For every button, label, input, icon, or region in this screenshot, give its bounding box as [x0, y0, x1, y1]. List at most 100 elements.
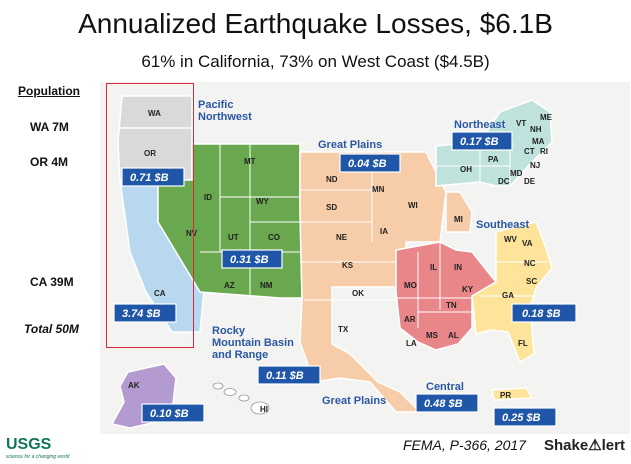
svg-text:AZ: AZ — [224, 281, 235, 290]
svg-text:MS: MS — [426, 331, 439, 340]
svg-text:CO: CO — [268, 233, 280, 242]
svg-text:MO: MO — [404, 281, 417, 290]
region-southeast — [471, 221, 553, 364]
value-box-northeast: 0.17 $B — [451, 131, 513, 151]
svg-text:ME: ME — [540, 113, 553, 122]
svg-text:FL: FL — [518, 339, 528, 348]
svg-text:0.25 $B: 0.25 $B — [502, 412, 541, 424]
svg-text:CT: CT — [524, 147, 535, 156]
svg-text:NH: NH — [530, 125, 542, 134]
svg-text:ND: ND — [326, 175, 338, 184]
region-label-northeast: Northeast — [454, 119, 506, 131]
svg-text:TX: TX — [338, 325, 349, 334]
svg-text:KS: KS — [342, 261, 354, 270]
region-label-pacific-nw-2: Northwest — [198, 111, 252, 123]
value-box-rocky: 0.31 $B — [221, 249, 283, 269]
svg-text:AL: AL — [448, 331, 459, 340]
svg-text:0.71 $B: 0.71 $B — [130, 172, 169, 184]
value-box-hawaii: 0.11 $B — [257, 365, 321, 385]
svg-text:PA: PA — [488, 155, 499, 164]
value-box-california: 3.74 $B — [113, 303, 177, 323]
svg-text:DC: DC — [498, 177, 510, 186]
population-wa: WA 7M — [30, 120, 69, 134]
usgs-tagline: science for a changing world — [6, 454, 70, 460]
region-label-great-plains-south: Great Plains — [322, 395, 386, 407]
region-central — [395, 241, 498, 351]
svg-text:0.11 $B: 0.11 $B — [266, 370, 304, 382]
region-label-rocky-3: and Range — [212, 349, 268, 361]
svg-text:UT: UT — [228, 233, 239, 242]
page-title: Annualized Earthquake Losses, $6.1B — [78, 8, 553, 39]
svg-text:MN: MN — [372, 185, 385, 194]
svg-text:AK: AK — [128, 381, 140, 390]
svg-text:SC: SC — [526, 277, 537, 286]
region-label-rocky-2: Mountain Basin — [212, 337, 294, 349]
usgs-logo: USGS — [6, 436, 52, 453]
svg-text:IN: IN — [454, 263, 462, 272]
svg-text:NM: NM — [260, 281, 273, 290]
svg-text:AR: AR — [404, 315, 416, 324]
source-citation: FEMA, P-366, 2017 — [403, 437, 526, 453]
svg-text:KY: KY — [462, 285, 474, 294]
svg-text:NJ: NJ — [530, 161, 540, 170]
us-region-map: Pacific Northwest Great Plains Northeast… — [100, 82, 630, 434]
svg-text:3.74 $B: 3.74 $B — [122, 308, 161, 320]
svg-text:VA: VA — [522, 239, 533, 248]
svg-text:IL: IL — [430, 263, 437, 272]
svg-text:GA: GA — [502, 291, 514, 300]
svg-text:ID: ID — [204, 193, 212, 202]
value-box-central: 0.48 $B — [415, 393, 479, 413]
svg-text:TN: TN — [446, 301, 457, 310]
page-subtitle: 61% in California, 73% on West Coast ($4… — [141, 52, 490, 71]
svg-text:0.18 $B: 0.18 $B — [522, 308, 561, 320]
region-hawaii — [212, 382, 270, 415]
svg-text:WV: WV — [504, 235, 518, 244]
svg-text:NE: NE — [336, 233, 348, 242]
state-labels: WA OR CA ID NV MT WY UT CO AZ NM ND SD N… — [128, 109, 553, 414]
value-box-puerto-rico: 0.25 $B — [493, 407, 557, 427]
value-box-alaska: 0.10 $B — [141, 403, 205, 423]
svg-text:NV: NV — [186, 229, 198, 238]
svg-text:MD: MD — [510, 169, 523, 178]
value-box-pacific-nw: 0.71 $B — [121, 167, 185, 187]
region-label-great-plains-north: Great Plains — [318, 139, 382, 151]
svg-text:0.31 $B: 0.31 $B — [230, 254, 269, 266]
svg-text:OH: OH — [460, 165, 472, 174]
svg-text:0.04 $B: 0.04 $B — [348, 158, 387, 170]
svg-text:VT: VT — [516, 119, 526, 128]
svg-text:WY: WY — [256, 197, 270, 206]
population-ca: CA 39M — [30, 275, 74, 289]
region-puerto-rico — [491, 387, 534, 401]
population-or: OR 4M — [30, 155, 69, 169]
svg-text:WI: WI — [408, 201, 418, 210]
svg-text:0.17 $B: 0.17 $B — [460, 136, 499, 148]
svg-text:0.10 $B: 0.10 $B — [150, 408, 189, 420]
region-label-rocky-1: Rocky — [212, 325, 246, 337]
west-coast-highlight-box — [106, 83, 194, 348]
region-label-southeast: Southeast — [476, 219, 530, 231]
svg-text:LA: LA — [406, 339, 417, 348]
svg-text:PR: PR — [500, 391, 511, 400]
svg-text:RI: RI — [540, 147, 548, 156]
svg-text:MI: MI — [454, 215, 463, 224]
svg-text:OR: OR — [144, 149, 156, 158]
svg-text:CA: CA — [154, 289, 166, 298]
svg-text:WA: WA — [148, 109, 161, 118]
region-label-central: Central — [426, 381, 464, 393]
svg-text:IA: IA — [380, 227, 388, 236]
svg-text:MA: MA — [532, 137, 545, 146]
value-box-southeast: 0.18 $B — [511, 303, 577, 323]
value-box-great-plains: 0.04 $B — [339, 153, 401, 173]
svg-text:MT: MT — [244, 157, 256, 166]
svg-text:DE: DE — [524, 177, 536, 186]
region-label-pacific-nw-1: Pacific — [198, 99, 233, 111]
svg-text:SD: SD — [326, 203, 337, 212]
svg-text:OK: OK — [352, 289, 364, 298]
region-great-plains — [299, 151, 447, 413]
population-total: Total 50M — [24, 322, 79, 336]
svg-text:HI: HI — [260, 405, 268, 414]
shakealert-logo: Shake⚠lert — [544, 437, 625, 454]
population-heading: Population — [18, 84, 80, 98]
svg-text:0.48 $B: 0.48 $B — [424, 398, 463, 410]
svg-text:NC: NC — [524, 259, 536, 268]
